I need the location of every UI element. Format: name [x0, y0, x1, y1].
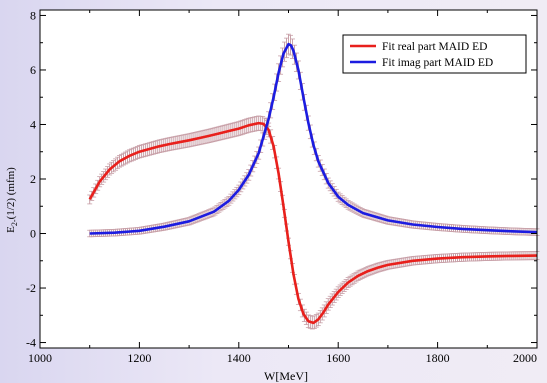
legend-label-real: Fit real part MAID ED	[382, 41, 487, 53]
y-tick-label: 2	[30, 172, 36, 186]
series-line-real	[88, 121, 538, 325]
y-axis-label: E2-(1/2) (mfm)	[5, 167, 19, 233]
series-line-imag	[89, 42, 538, 235]
x-tick-label: 1200	[127, 351, 151, 365]
y-tick-label: 6	[30, 63, 36, 77]
y-tick-label: 4	[30, 117, 36, 131]
x-tick-label: 1000	[28, 351, 52, 365]
x-tick-label: 1600	[326, 351, 350, 365]
y-axis-label-rest: (1/2) (mfm)	[5, 167, 17, 220]
y-axis-label-main: E	[5, 226, 17, 233]
legend-box	[342, 34, 527, 74]
x-tick-label: 1400	[227, 351, 251, 365]
legend-label-imag: Fit imag part MAID ED	[382, 57, 493, 69]
y-tick-label: 0	[30, 227, 36, 241]
x-axis-label: W[MeV]	[264, 369, 308, 383]
y-tick-label: 8	[30, 8, 36, 22]
y-tick-label: -2	[26, 281, 36, 295]
y-tick-label: -4	[26, 336, 36, 350]
y-axis-label-sub: 2-	[10, 219, 19, 226]
legend: Fit real part MAID ED Fit imag part MAID…	[342, 34, 527, 74]
x-tick-label: 1800	[426, 351, 450, 365]
x-tick-label: 2000	[513, 351, 537, 365]
